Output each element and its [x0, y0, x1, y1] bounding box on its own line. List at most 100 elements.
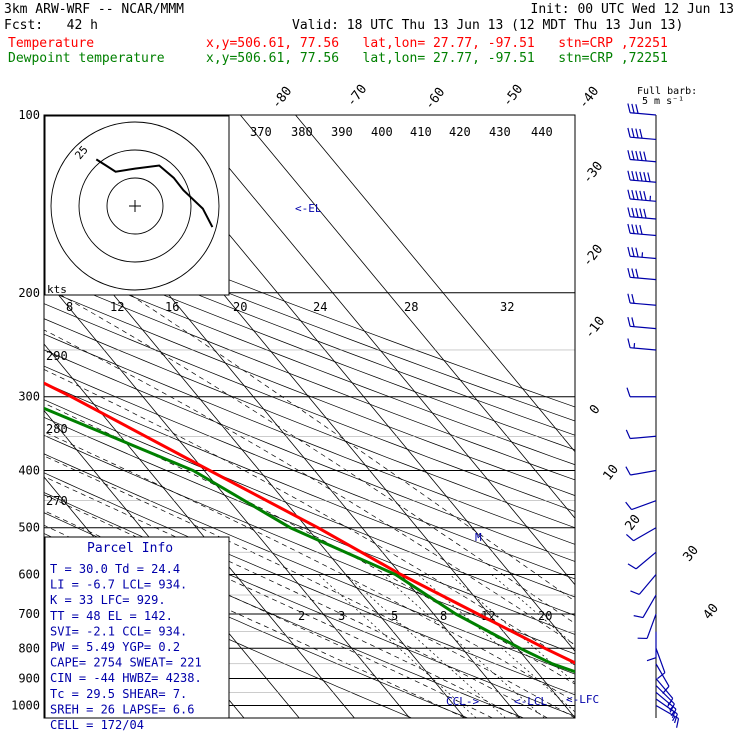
wind-barb-flag — [631, 268, 635, 278]
isotherm-label: 10 — [601, 462, 622, 484]
wind-barb-flag — [625, 466, 631, 476]
isotherm-line — [44, 343, 355, 718]
wind-barb-flag — [635, 171, 639, 181]
wind-barb-flag — [639, 224, 643, 235]
wind-barb-flag — [635, 247, 639, 258]
wind-barb-flag — [639, 190, 643, 201]
wind-barb-shaft — [633, 527, 657, 542]
wind-barb-flag — [635, 150, 639, 161]
isotherm-line — [240, 115, 575, 519]
moist-adiabat — [44, 455, 575, 718]
wind-barb-flag — [643, 191, 647, 201]
wind-barb-flag — [635, 190, 639, 200]
dry-adiabat — [44, 472, 575, 696]
wind-barb-half — [670, 711, 675, 717]
parcel-title: Parcel Info — [87, 541, 173, 556]
theta-label: 370 — [250, 125, 272, 139]
lcl-marker: <-LCL — [514, 695, 547, 708]
pressure-tick-label: 300 — [18, 390, 40, 404]
theta-side-label: 290 — [46, 349, 68, 363]
barb-key-units: 5 m s⁻¹ — [642, 96, 684, 107]
parcel-box-frame — [44, 536, 230, 719]
wind-barb-shaft — [642, 594, 657, 618]
wind-barb-shaft — [635, 551, 657, 570]
wind-barb-shaft — [655, 678, 674, 699]
mixing-ratio-label: 24 — [313, 300, 327, 314]
dewpoint-location: x,y=506.61, 77.56 lat,lon= 27.77, -97.51… — [206, 51, 668, 66]
wind-barb-flag — [635, 208, 639, 218]
wind-barb-shaft — [630, 112, 657, 116]
wind-barb-flag — [667, 698, 674, 707]
dry-adiabat — [44, 245, 575, 451]
wind-barb-flag — [631, 128, 635, 138]
wind-barb-flag — [625, 429, 631, 439]
wind-barb — [627, 103, 657, 116]
wind-barb — [625, 500, 657, 511]
isotherm-label: -10 — [582, 314, 608, 342]
wind-barb-shaft — [630, 255, 657, 260]
valid-time: Valid: 18 UTC Thu 13 Jun 13 (12 MDT Thu … — [292, 18, 684, 33]
temperature-trace — [44, 381, 575, 665]
wind-barb — [627, 316, 657, 330]
model-title: 3km ARW-WRF -- NCAR/MMM — [4, 2, 185, 17]
m-marker: M — [475, 531, 482, 544]
mixing-ratio-line — [491, 574, 575, 646]
isotherm-label: -50 — [500, 82, 526, 110]
wind-barb-shaft — [638, 574, 657, 595]
wind-barb-flag — [657, 672, 666, 680]
wind-barb — [646, 631, 657, 662]
wind-barb-shaft — [630, 302, 657, 306]
wind-barb — [627, 127, 657, 141]
wind-barb — [655, 704, 680, 728]
dry-adiabat — [44, 288, 575, 496]
wind-barb — [627, 293, 657, 306]
wind-barb-flag — [627, 563, 637, 570]
wind-barb — [627, 338, 657, 351]
dry-adiabat — [44, 219, 575, 422]
wind-barb-flag — [627, 267, 631, 278]
wind-barb-flag — [635, 224, 639, 235]
wind-barb-shaft — [630, 232, 657, 237]
isotherm-line — [295, 115, 575, 453]
wind-barb-flag — [635, 104, 639, 114]
mixing-ratio-label: 8 — [66, 300, 73, 314]
wind-barb — [630, 574, 657, 595]
wind-barb-flag — [635, 128, 639, 139]
dry-adiabat — [44, 453, 575, 675]
isotherm-label: -60 — [422, 85, 448, 113]
dry-adiabat — [44, 416, 575, 635]
theta-label: 380 — [291, 125, 313, 139]
wind-barb-flag — [627, 103, 631, 113]
wind-barb-flag — [627, 246, 631, 257]
mixing-ratio-label: 3 — [338, 609, 345, 623]
dry-adiabat — [44, 303, 575, 512]
mixing-ratio-label: 32 — [500, 300, 514, 314]
pressure-tick-label: 900 — [18, 671, 40, 685]
theta-side-label: 280 — [46, 422, 68, 436]
pressure-tick-label: 500 — [18, 521, 40, 535]
wind-barb-shaft — [646, 613, 657, 639]
init-time: Init: 00 UTC Wed 12 Jun 13 — [530, 2, 735, 17]
parcel-row: LI = -6.7 LCL= 934. — [50, 578, 187, 592]
wind-barb-flag — [643, 208, 647, 219]
wind-barb — [655, 698, 678, 724]
wind-barb-flag — [625, 533, 634, 542]
hodograph-ring — [106, 177, 164, 235]
isotherm-line — [184, 115, 575, 586]
wind-barb-flag — [671, 708, 677, 719]
theta-label: 440 — [531, 125, 553, 139]
wind-barb-shaft — [630, 179, 657, 183]
wind-barb-flag — [635, 268, 639, 279]
moist-adiabat — [44, 476, 548, 718]
mixing-ratio-label: 5 — [391, 609, 398, 623]
wind-barb-shaft — [655, 648, 666, 673]
wind-barb-half — [672, 716, 676, 722]
wind-barb-flag — [669, 703, 675, 713]
dry-adiabat — [44, 349, 575, 562]
dry-adiabat — [44, 273, 575, 481]
wind-barb-flag — [627, 207, 631, 217]
pressure-tick-label: 700 — [18, 607, 40, 621]
wind-barb-flag — [639, 151, 643, 161]
temperature-legend: Temperature — [8, 36, 95, 51]
